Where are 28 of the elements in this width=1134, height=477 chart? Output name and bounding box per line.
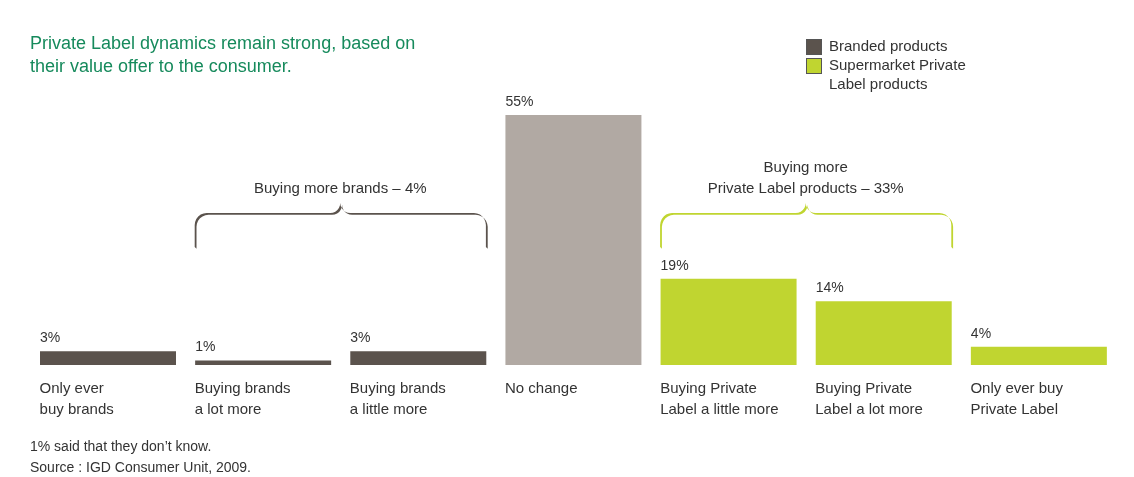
data-label: 4%: [970, 324, 992, 341]
x-tick-label: Only ever buy brands: [39, 379, 114, 417]
data-label: 14%: [815, 279, 844, 296]
data-label: 19%: [660, 256, 689, 273]
source-note: Source : IGD Consumer Unit, 2009.: [30, 458, 251, 477]
bar: [660, 278, 797, 365]
bar: [505, 115, 642, 365]
data-label: 1%: [195, 338, 216, 355]
bar: [40, 351, 176, 365]
x-tick-label: Buying Private Label a little more: [660, 379, 779, 417]
bar: [815, 301, 952, 365]
x-tick-label: Buying Private Label a lot more: [815, 379, 923, 417]
chart-title: Private Label dynamics remain strong, based on their value offer to the consumer.: [30, 32, 417, 78]
annotation: Buying more Private Label products – 33%: [707, 158, 904, 196]
x-tick-label: Only ever buy Private Label: [970, 379, 1064, 417]
bar: [970, 346, 1107, 365]
legend-label: Supermarket Private Label products: [829, 55, 967, 93]
bar: [195, 360, 332, 365]
bar: [350, 351, 487, 365]
x-tick-label: Buying brands a lot more: [194, 379, 291, 417]
text: 1% said that they don’t know.: [30, 437, 213, 456]
data-label: 3%: [40, 329, 61, 346]
x-tick-label: Buying brands a little more: [349, 379, 446, 417]
x-tick-label: No change: [505, 379, 578, 396]
data-label: 55%: [505, 93, 534, 109]
legend-label: Branded products: [829, 36, 948, 55]
annotation: Buying more brands – 4%: [253, 179, 427, 196]
data-label: 3%: [350, 329, 371, 346]
